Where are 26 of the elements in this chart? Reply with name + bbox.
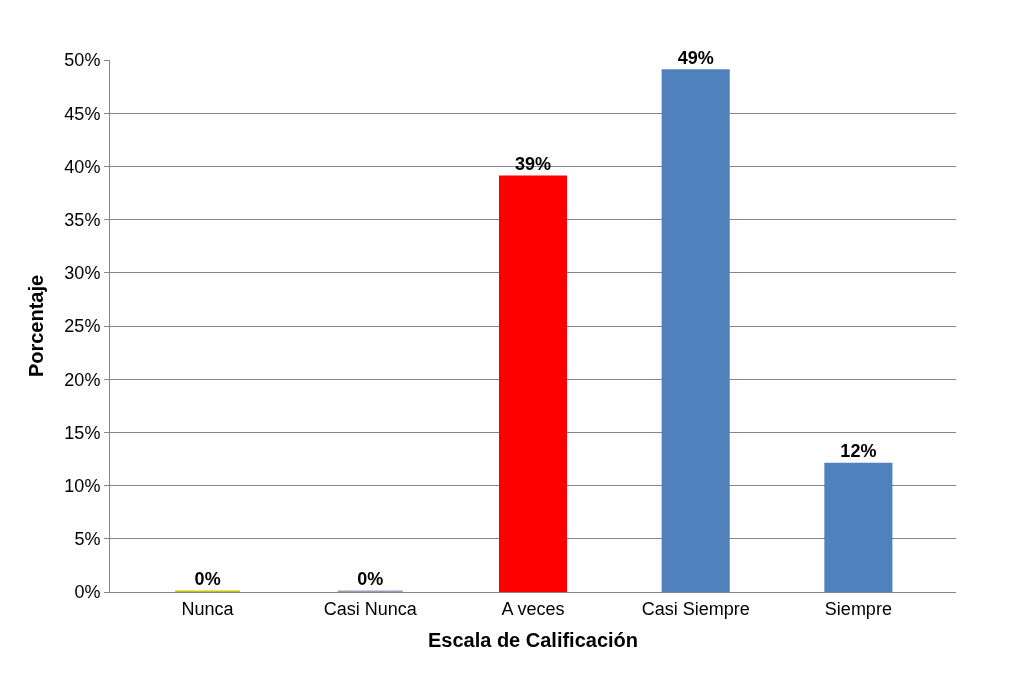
y-tick-label: 50% [64, 50, 101, 71]
y-tick-label: 15% [64, 422, 101, 443]
bar [824, 462, 893, 592]
data-label: 0% [194, 569, 221, 589]
y-tick-label: 40% [64, 156, 101, 177]
x-tick-label: Casi Nunca [323, 598, 418, 619]
bar [498, 175, 568, 592]
y-tick-label: 10% [64, 475, 101, 496]
x-tick-label: Siempre [824, 598, 892, 619]
y-tick-label: 45% [64, 103, 101, 124]
bar [661, 69, 730, 592]
y-tick-label: 30% [64, 263, 101, 284]
y-tick-label: 0% [74, 582, 101, 603]
y-tick-label: 25% [64, 316, 101, 337]
data-label: 49% [677, 47, 714, 68]
y-axis-title: Porcentaje [24, 274, 47, 378]
y-tick-label: 20% [64, 369, 101, 390]
x-tick-label: Nunca [181, 598, 235, 619]
data-label: 12% [840, 441, 877, 462]
y-tick-label: 5% [74, 529, 101, 550]
data-label: 0% [357, 569, 384, 589]
data-label: 39% [514, 154, 552, 175]
x-tick-label: Casi Siempre [641, 598, 750, 619]
y-tick-label: 35% [64, 209, 101, 230]
x-tick-label: A veces [501, 598, 565, 619]
x-axis-title: Escala de Calificación [427, 629, 639, 652]
